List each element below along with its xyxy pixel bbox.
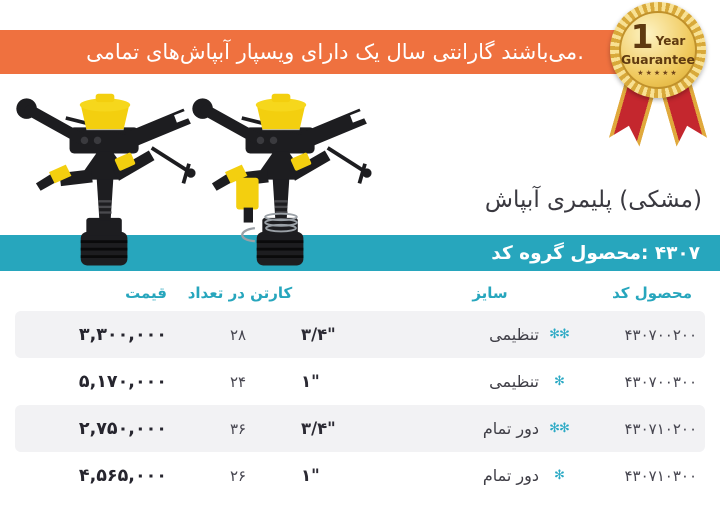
size-cell: ۱" (301, 466, 320, 485)
table-header: قیمت تعداد‎ ‎در‎ ‎کارتن سایز کد‎ ‎محصول (0, 276, 720, 310)
qty-cell: ۲۴ (229, 372, 247, 391)
header-qty-per-carton: تعداد‎ ‎در‎ ‎کارتن (187, 284, 293, 302)
product-title: آبپاش‎ ‎پلیمری‎ ‎(مشکی) (484, 187, 702, 213)
sprinkler-image-impact-with-regulator (186, 90, 376, 272)
price-cell: ۴,۵۶۵,۰۰۰ (78, 465, 167, 486)
snowflake-asterisk-icon: ✻✻ (549, 327, 570, 342)
warranty-banner-text: تمامی‎ ‎آبپاش‌های‎ ‎ویسپار‎ ‎دارای‎ ‎یک‎… (86, 40, 584, 64)
badge-label: Guarantee (620, 52, 696, 68)
table-row: ۵,۱۷۰,۰۰۰ ۲۴ ۱" تنظیمی ✻ ۴۳۰۷۰۰۳۰۰ (15, 358, 705, 405)
code-cell: ۴۳۰۷۰۰۳۰۰ (624, 372, 697, 391)
table-row: ۴,۵۶۵,۰۰۰ ۲۶ ۱" تمام‎ ‎دور ✻ ۴۳۰۷۱۰۳۰۰ (15, 452, 705, 499)
medal-icon: 1 Year Guarantee ★★★★★ (610, 2, 706, 98)
qty-cell: ۲۸ (229, 325, 247, 344)
header-product-code: کد‎ ‎محصول (612, 284, 692, 302)
qty-cell: ۳۶ (229, 419, 247, 438)
qty-cell: ۲۶ (229, 466, 247, 485)
code-cell: ۴۳۰۷۱۰۳۰۰ (624, 466, 697, 485)
size-cell: ۳/۴" (301, 325, 336, 344)
type-cell: تنظیمی (489, 325, 539, 344)
type-cell: تمام‎ ‎دور (482, 466, 539, 485)
badge-unit: Year (655, 34, 686, 49)
price-cell: ۳,۳۰۰,۰۰۰ (78, 324, 167, 345)
table-row: ۳,۳۰۰,۰۰۰ ۲۸ ۳/۴" تنظیمی ✻✻ ۴۳۰۷۰۰۲۰۰ (15, 311, 705, 358)
warranty-banner: تمامی‎ ‎آبپاش‌های‎ ‎ویسپار‎ ‎دارای‎ ‎یک‎… (0, 30, 646, 74)
badge-stars: ★★★★★ (637, 69, 679, 78)
table-row: ۲,۷۵۰,۰۰۰ ۳۶ ۳/۴" تمام‎ ‎دور ✻✻ ۴۳۰۷۱۰۲۰… (15, 405, 705, 452)
badge-number: 1 (630, 16, 654, 56)
price-cell: ۲,۷۵۰,۰۰۰ (78, 418, 167, 439)
type-cell: تمام‎ ‎دور (482, 419, 539, 438)
sprinkler-image-impact (16, 93, 196, 266)
guarantee-badge: 1 Year Guarantee ★★★★★ (600, 0, 716, 152)
type-cell: تنظیمی (489, 372, 539, 391)
size-cell: ۱" (301, 372, 320, 391)
snowflake-asterisk-icon: ✻ (554, 374, 565, 389)
code-cell: ۴۳۰۷۱۰۲۰۰ (624, 419, 697, 438)
header-size: سایز (472, 284, 508, 302)
group-code-text: کد‎ ‎گروه‎ ‎محصول:‎ ‎۴۳۰۷ (491, 242, 700, 264)
size-cell: ۳/۴" (301, 419, 336, 438)
price-cell: ۵,۱۷۰,۰۰۰ (78, 371, 167, 392)
flow-regulator (236, 177, 298, 243)
price-table: ۳,۳۰۰,۰۰۰ ۲۸ ۳/۴" تنظیمی ✻✻ ۴۳۰۷۰۰۲۰۰ ۵,… (15, 311, 705, 499)
snowflake-asterisk-icon: ✻✻ (549, 421, 570, 436)
header-price: قیمت (125, 284, 167, 302)
code-cell: ۴۳۰۷۰۰۲۰۰ (624, 325, 697, 344)
snowflake-asterisk-icon: ✻ (554, 468, 565, 483)
